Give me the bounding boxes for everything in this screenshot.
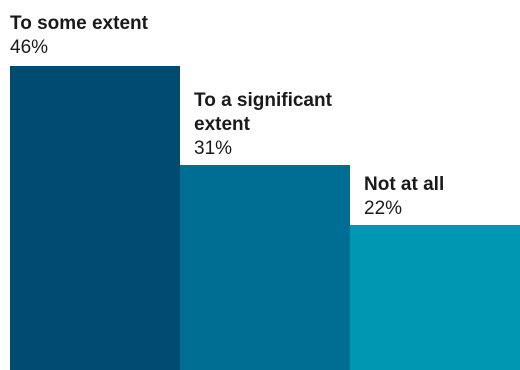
value-label-to-a-significant-extent: 31% bbox=[194, 138, 233, 160]
value-label-to-some-extent: 46% bbox=[10, 37, 49, 58]
bar-to-a-significant-extent bbox=[180, 165, 350, 370]
bar-to-some-extent bbox=[10, 66, 180, 370]
category-label-not-at-all: Not at all bbox=[364, 173, 445, 195]
category-label-to-some-extent: To some extent bbox=[10, 13, 148, 34]
bar-not-at-all bbox=[350, 224, 520, 370]
category-label-to-a-significant-extent: To a significant extent bbox=[194, 90, 332, 136]
value-label-not-at-all: 22% bbox=[364, 197, 403, 219]
